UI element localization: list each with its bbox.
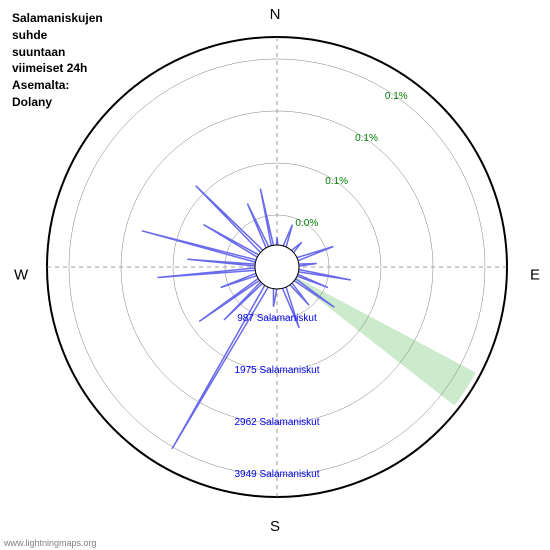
ring-label-0: 987 Salamaniskut [237,313,317,324]
footer-attribution: www.lightningmaps.org [4,538,97,548]
pct-label-0: 0.0% [295,218,318,229]
ring-label-3: 3949 Salamaniskut [234,469,319,480]
pct-label-1: 0.1% [325,176,348,187]
pct-label-2: 0.1% [355,133,378,144]
ring-label-1: 1975 Salamaniskut [234,365,319,376]
pct-label-3: 0.1% [385,91,408,102]
polar-chart [0,0,550,550]
ring-label-2: 2962 Salamaniskut [234,417,319,428]
